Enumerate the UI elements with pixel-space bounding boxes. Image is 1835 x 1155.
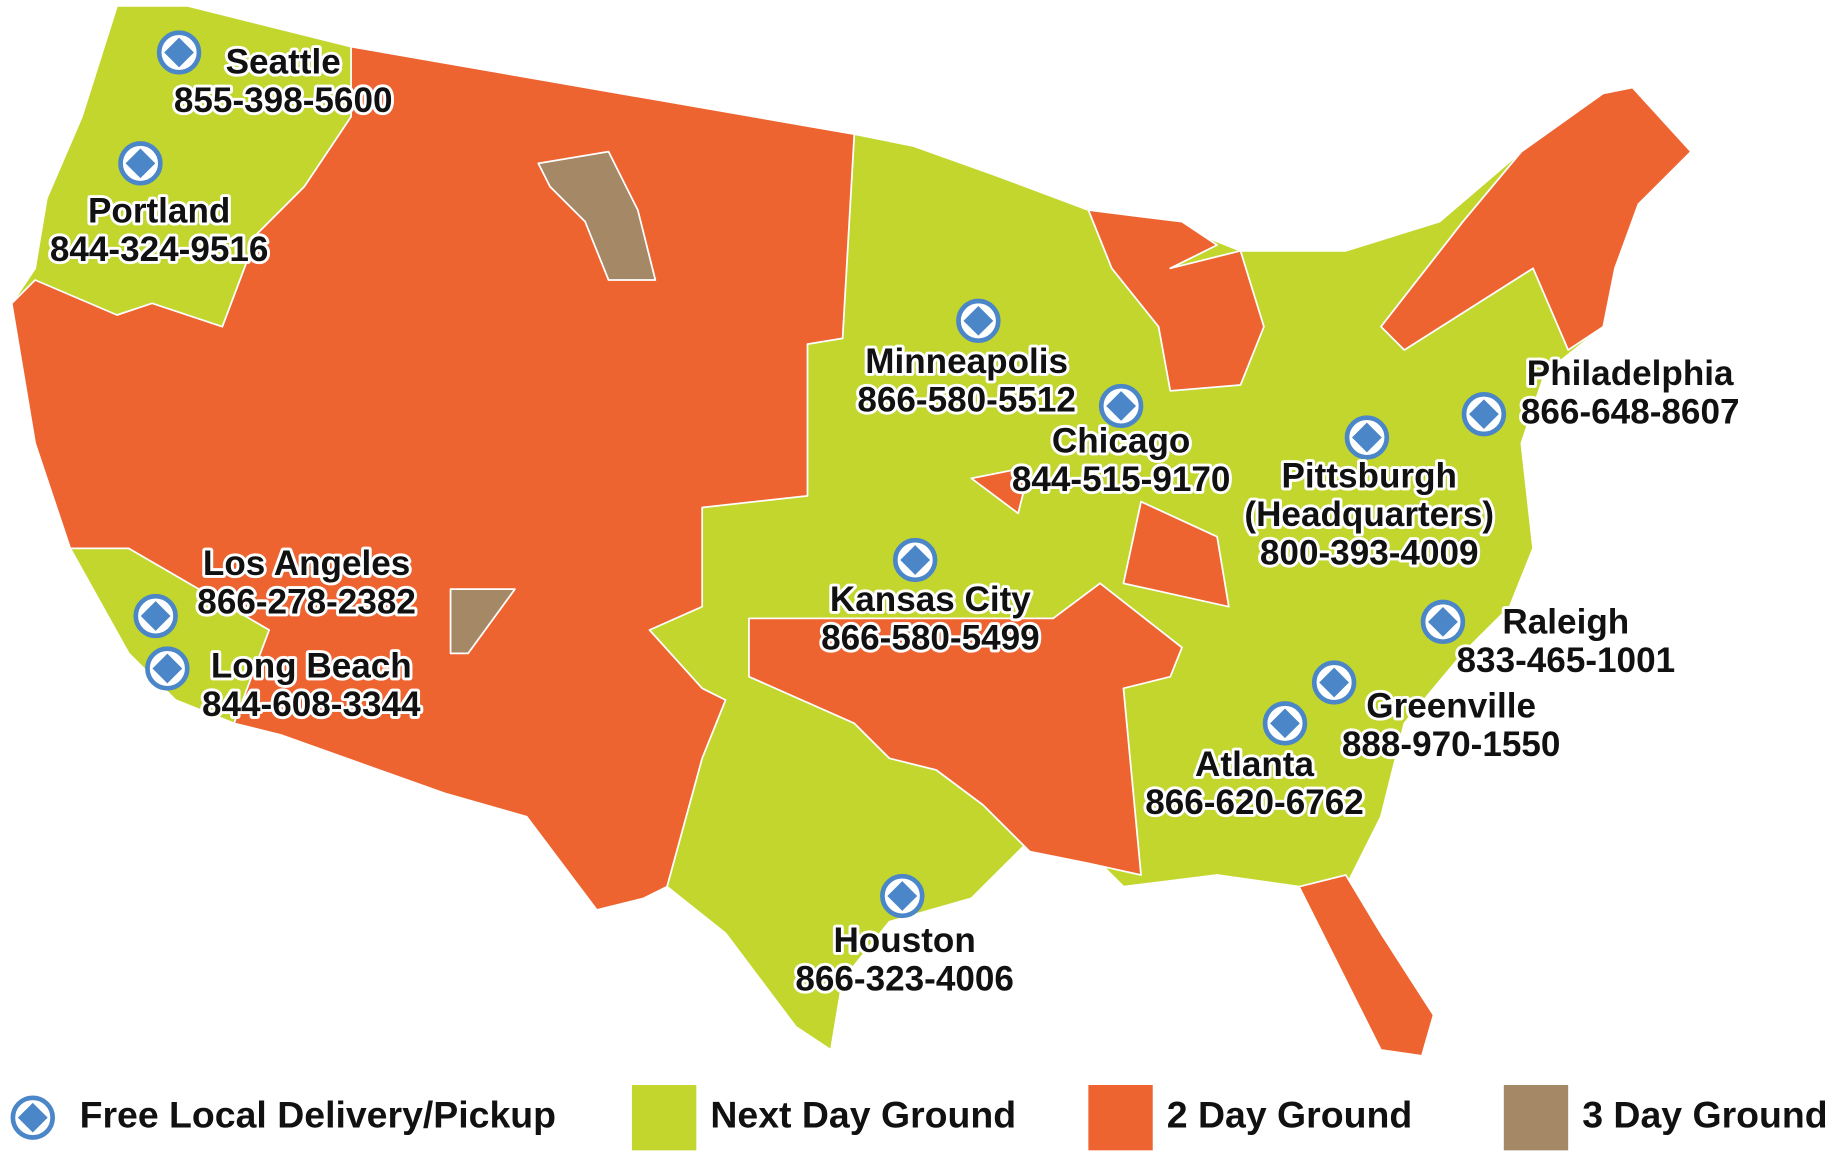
location-diamond: [17, 1102, 48, 1133]
location-note: (Headquarters): [1244, 495, 1494, 534]
three-day-arizona: [449, 588, 516, 655]
location-phone: 866-580-5499: [821, 619, 1040, 658]
two-day-illinois: [970, 465, 1031, 515]
location-phone: 866-278-2382: [197, 583, 416, 622]
location-diamond: [1351, 422, 1382, 453]
location-name: Kansas City: [830, 580, 1031, 619]
location: Pittsburgh(Headquarters)800-393-4009: [1241, 415, 1497, 575]
us-map: [10, 4, 1692, 1057]
legend-label: 2 Day Ground: [1167, 1094, 1412, 1136]
location-name: Greenville: [1366, 686, 1536, 725]
location-name: Chicago: [1052, 422, 1190, 461]
two-day-florida: [1298, 874, 1435, 1057]
two-day-kentucky: [1122, 500, 1230, 608]
location-phone: 844-324-9516: [50, 230, 269, 269]
location-phone: 800-393-4009: [1260, 534, 1479, 573]
legend-item: Next Day Ground: [631, 1085, 1016, 1151]
two-day-south: [748, 582, 1183, 876]
legend-swatch: [1503, 1085, 1569, 1151]
location-name: Philadelphia: [1527, 354, 1734, 393]
three-day-montana: [537, 150, 657, 281]
location-phone: 888-970-1550: [1342, 725, 1561, 764]
location-diamond: [164, 37, 194, 68]
location-name: Portland: [88, 192, 230, 231]
location-name: Pittsburgh: [1281, 457, 1456, 496]
legend-label: Next Day Ground: [710, 1094, 1016, 1136]
location-name: Los Angeles: [203, 544, 410, 583]
three-day-regions: [449, 150, 657, 655]
two-day-michigan: [1087, 209, 1265, 392]
location-name: Seattle: [226, 42, 341, 81]
location-phone: 866-620-6762: [1145, 783, 1364, 822]
location-diamond: [1428, 606, 1458, 637]
location-name: Houston: [833, 921, 975, 960]
location-phone: 844-608-3344: [202, 685, 421, 724]
location-diamond: [152, 653, 183, 684]
location-name: Long Beach: [211, 647, 412, 686]
location-diamond: [887, 881, 918, 911]
location-phone: 833-465-1001: [1457, 641, 1676, 680]
legend-swatch: [1088, 1085, 1153, 1151]
location-diamond: [140, 601, 171, 631]
location-diamond: [963, 305, 994, 336]
location-name: Atlanta: [1195, 745, 1314, 784]
legend: Free Local Delivery/Pickup Next Day Groun…: [10, 1085, 1828, 1151]
location-phone: 844-515-9170: [1012, 460, 1231, 499]
location-name: Minneapolis: [865, 342, 1068, 381]
legend-item: Free Local Delivery/Pickup: [10, 1094, 556, 1140]
location-phone: 866-323-4006: [795, 959, 1014, 998]
legend-item: 3 Day Ground: [1503, 1085, 1828, 1151]
legend-label: 3 Day Ground: [1582, 1094, 1827, 1136]
location-phone: 866-648-8607: [1521, 392, 1740, 431]
legend-swatch: [631, 1085, 697, 1151]
location-phone: 855-398-5600: [174, 81, 393, 120]
location-name: Raleigh: [1502, 602, 1629, 641]
legend-item: 2 Day Ground: [1088, 1085, 1412, 1151]
two-day-northeast: [1380, 86, 1692, 351]
location-phone: 866-580-5512: [857, 381, 1076, 420]
legend-label: Free Local Delivery/Pickup: [80, 1094, 556, 1136]
